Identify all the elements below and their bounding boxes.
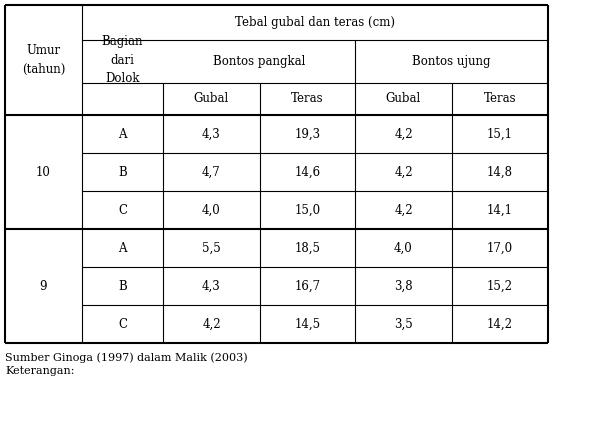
Text: 19,3: 19,3: [295, 128, 321, 140]
Text: Bontos ujung: Bontos ujung: [412, 55, 491, 68]
Text: 4,2: 4,2: [394, 128, 413, 140]
Text: 18,5: 18,5: [295, 241, 320, 255]
Text: Keterangan:: Keterangan:: [5, 366, 74, 376]
Text: 15,0: 15,0: [295, 203, 321, 216]
Text: 9: 9: [40, 280, 47, 293]
Text: 5,5: 5,5: [202, 241, 221, 255]
Text: 15,1: 15,1: [487, 128, 513, 140]
Text: 14,8: 14,8: [487, 165, 513, 178]
Text: Teras: Teras: [291, 92, 324, 106]
Text: 3,8: 3,8: [394, 280, 413, 293]
Text: 14,5: 14,5: [295, 318, 321, 330]
Text: A: A: [118, 241, 127, 255]
Text: Bagian
dari
Dolok: Bagian dari Dolok: [102, 36, 143, 84]
Text: Bontos pangkal: Bontos pangkal: [213, 55, 305, 68]
Text: 10: 10: [36, 165, 51, 178]
Text: 17,0: 17,0: [487, 241, 513, 255]
Text: 4,2: 4,2: [394, 165, 413, 178]
Text: A: A: [118, 128, 127, 140]
Text: 15,2: 15,2: [487, 280, 513, 293]
Text: 14,1: 14,1: [487, 203, 513, 216]
Text: B: B: [118, 165, 127, 178]
Text: Gubal: Gubal: [194, 92, 229, 106]
Text: 4,3: 4,3: [202, 280, 221, 293]
Text: 16,7: 16,7: [295, 280, 321, 293]
Text: Tebal gubal dan teras (cm): Tebal gubal dan teras (cm): [235, 16, 395, 29]
Text: C: C: [118, 318, 127, 330]
Text: 4,0: 4,0: [202, 203, 221, 216]
Text: 3,5: 3,5: [394, 318, 413, 330]
Text: 4,3: 4,3: [202, 128, 221, 140]
Text: 14,2: 14,2: [487, 318, 513, 330]
Text: Gubal: Gubal: [386, 92, 421, 106]
Text: B: B: [118, 280, 127, 293]
Text: Umur
(tahun): Umur (tahun): [22, 45, 65, 75]
Text: 4,7: 4,7: [202, 165, 221, 178]
Text: 4,2: 4,2: [202, 318, 221, 330]
Text: 14,6: 14,6: [295, 165, 321, 178]
Text: 4,0: 4,0: [394, 241, 413, 255]
Text: Sumber Ginoga (1997) dalam Malik (2003): Sumber Ginoga (1997) dalam Malik (2003): [5, 352, 248, 363]
Text: C: C: [118, 203, 127, 216]
Text: 4,2: 4,2: [394, 203, 413, 216]
Text: Teras: Teras: [484, 92, 516, 106]
